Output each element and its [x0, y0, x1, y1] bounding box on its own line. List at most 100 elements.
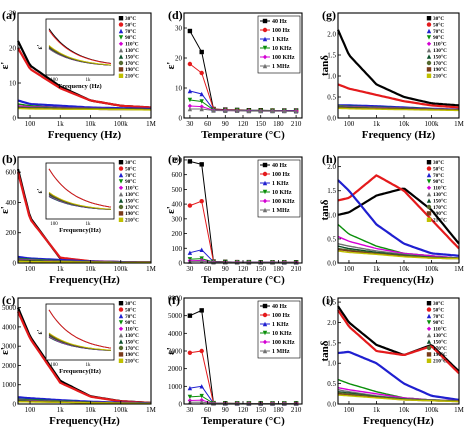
legend-label: 70°C — [433, 28, 444, 35]
legend-label: 190°C — [433, 351, 447, 358]
x-tick-label: 1k — [373, 406, 381, 414]
x-tick-label: 100k — [114, 406, 129, 414]
legend-marker — [426, 28, 432, 34]
x-tick-label: 120 — [238, 406, 249, 414]
y-tick-label: 30 — [175, 25, 183, 33]
plot-frame — [337, 156, 460, 264]
legend-marker — [426, 48, 432, 53]
y-tick-label: 400 — [172, 201, 183, 209]
y-tick-label: 1000 — [2, 381, 17, 389]
y-tick-label: 2.0 — [327, 163, 336, 171]
inset-series-line — [48, 30, 112, 65]
y-tick-label: 0 — [13, 401, 17, 409]
legend-marker — [426, 198, 432, 203]
data-point — [223, 108, 228, 113]
legend-marker — [262, 36, 268, 42]
legend-label: 10 KHz — [272, 190, 292, 196]
x-tick-label: 1k — [57, 265, 65, 273]
panel-label: (c) — [2, 293, 15, 307]
x-tick-label: 1k — [57, 406, 65, 414]
legend-marker — [426, 41, 432, 46]
inset-x-tick-label: 1k — [86, 78, 92, 83]
chart-h: 100 1k 10k 100k 1M 0.0 0.5 1.0 1.5 2.0 Frequency(H… — [319, 152, 465, 286]
data-point — [187, 97, 193, 103]
legend-label: 50°C — [125, 165, 136, 172]
x-axis-label: Frequency(Hz) — [363, 415, 434, 427]
y-tick-label: 2000 — [168, 365, 183, 373]
y-tick-label: 4000 — [2, 323, 17, 331]
y-axis-label: ε' — [165, 347, 177, 355]
legend-label: 70°C — [125, 313, 136, 320]
y-tick-label: 6000 — [168, 295, 183, 303]
legend-label: 1 KHz — [272, 181, 289, 187]
legend-marker — [426, 301, 432, 306]
y-tick-label: 0.0 — [327, 115, 336, 123]
inset-y-axis-label: ε' — [36, 329, 44, 334]
x-tick-label: 60 — [204, 406, 212, 414]
legend-marker — [426, 211, 432, 216]
legend-marker — [118, 345, 124, 351]
legend-label: 50°C — [125, 306, 136, 313]
legend-label: 190°C — [125, 66, 139, 73]
legend-marker — [262, 303, 268, 309]
y-tick-label: 200 — [172, 230, 183, 238]
legend-box — [257, 300, 301, 359]
y-tick-label: 10 — [9, 80, 17, 88]
data-point — [293, 109, 299, 114]
series-line-9 — [17, 107, 152, 111]
legend-label: 1 KHz — [272, 37, 289, 43]
legend-marker — [262, 54, 268, 60]
series-line-2 — [337, 179, 460, 257]
legend-label: 110°C — [433, 41, 447, 48]
y-tick-label: 1.0 — [327, 73, 336, 81]
legend-marker — [262, 180, 268, 186]
data-point — [187, 88, 193, 94]
legend-label: 30°C — [125, 300, 136, 307]
plot-frame — [17, 297, 152, 405]
y-tick-label: 2000 — [2, 362, 17, 370]
legend-label: 130°C — [125, 332, 139, 339]
x-axis-label: Frequency(Hz) — [363, 274, 434, 286]
x-tick-label: 1k — [57, 120, 65, 128]
legend-marker — [118, 204, 124, 210]
legend-label: 70°C — [433, 313, 444, 320]
x-tick-label: 100 — [344, 120, 355, 128]
data-point — [199, 198, 204, 204]
x-tick-label: 120 — [238, 265, 249, 273]
y-tick-label: 0.0 — [327, 401, 336, 409]
inset-x-axis-label: Frequency(Hz) — [59, 227, 101, 234]
legend-label: 100 KHz — [272, 55, 295, 61]
inset-y-axis-label: ε' — [36, 188, 44, 193]
legend-marker — [118, 326, 124, 331]
legend-label: 1 MHz — [272, 208, 290, 214]
legend-label: 150°C — [433, 53, 447, 60]
legend-label: 90°C — [433, 319, 444, 326]
legend-label: 1 MHz — [272, 64, 290, 70]
legend-label: 130°C — [433, 47, 447, 54]
data-point — [270, 108, 275, 114]
x-tick-label: 180 — [273, 120, 284, 128]
series-line-1 — [337, 83, 460, 109]
data-point — [199, 308, 204, 313]
y-axis-label: ε' — [165, 206, 177, 214]
legend-marker — [426, 67, 432, 72]
legend-marker — [262, 189, 268, 195]
y-axis-label: ε' — [165, 62, 177, 70]
legend-label: 210°C — [125, 358, 139, 365]
x-axis-label: Frequency(Hz) — [49, 415, 120, 427]
inset-x-tick-label: 1k — [86, 222, 92, 227]
y-tick-label: 0 — [179, 260, 183, 268]
legend-label: 170°C — [433, 345, 447, 352]
legend-label: 30°C — [433, 15, 444, 22]
x-tick-label: 1M — [454, 406, 465, 414]
inset-x-tick-label: 1k — [86, 363, 92, 368]
legend-label: 100 Hz — [272, 28, 290, 34]
x-tick-label: 100k — [114, 120, 129, 128]
inset-series-line — [48, 332, 112, 351]
legend-marker — [118, 60, 124, 66]
legend-label: 150°C — [433, 338, 447, 345]
x-tick-label: 60 — [204, 265, 212, 273]
